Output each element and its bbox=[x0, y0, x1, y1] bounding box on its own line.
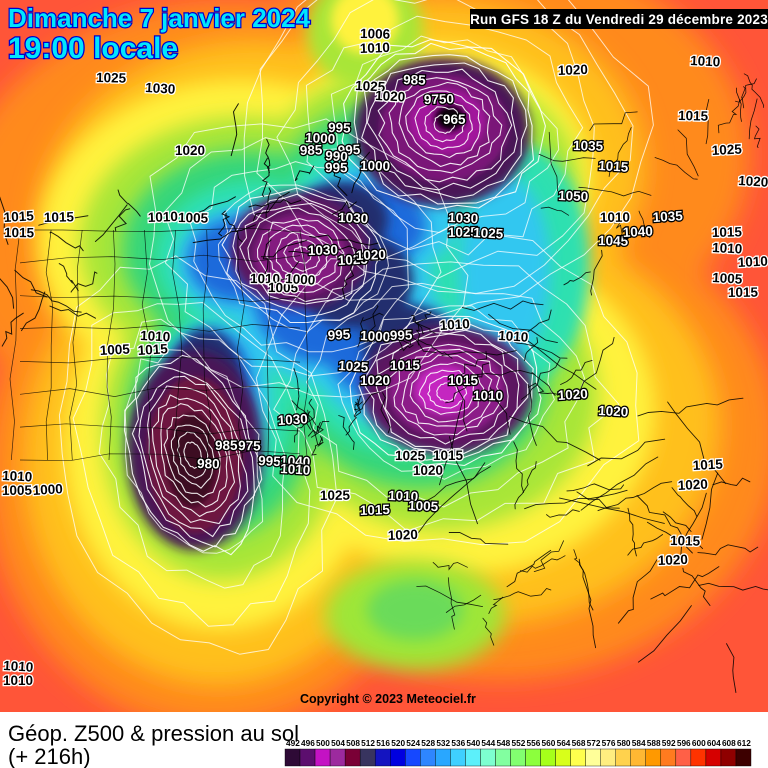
svg-text:1010: 1010 bbox=[737, 254, 768, 270]
svg-text:995: 995 bbox=[327, 327, 351, 343]
svg-text:1010: 1010 bbox=[3, 673, 33, 688]
svg-text:1010: 1010 bbox=[148, 209, 179, 225]
svg-text:1005: 1005 bbox=[2, 483, 33, 498]
svg-text:1020: 1020 bbox=[677, 477, 708, 493]
svg-text:1015: 1015 bbox=[448, 373, 479, 388]
svg-text:1020: 1020 bbox=[356, 247, 387, 263]
svg-text:1025: 1025 bbox=[473, 225, 504, 241]
svg-text:1020: 1020 bbox=[738, 173, 768, 190]
svg-text:1020: 1020 bbox=[598, 403, 629, 419]
svg-text:1015: 1015 bbox=[360, 502, 391, 518]
svg-text:1000: 1000 bbox=[360, 158, 390, 174]
svg-text:1025: 1025 bbox=[711, 142, 742, 158]
svg-text:985: 985 bbox=[215, 438, 238, 453]
svg-text:1015: 1015 bbox=[670, 533, 701, 549]
svg-text:1010: 1010 bbox=[439, 316, 470, 333]
svg-text:1025: 1025 bbox=[395, 448, 426, 463]
svg-text:1020: 1020 bbox=[360, 373, 390, 388]
svg-text:1010: 1010 bbox=[280, 461, 311, 478]
svg-text:1030: 1030 bbox=[308, 242, 338, 258]
svg-text:975: 975 bbox=[238, 438, 261, 454]
svg-text:965: 965 bbox=[443, 112, 466, 127]
svg-text:1010: 1010 bbox=[600, 210, 630, 225]
svg-text:1035: 1035 bbox=[652, 208, 683, 225]
svg-text:1015: 1015 bbox=[390, 358, 421, 373]
svg-text:1030: 1030 bbox=[277, 411, 308, 428]
svg-text:985: 985 bbox=[300, 142, 324, 158]
svg-text:1010: 1010 bbox=[473, 388, 503, 403]
svg-text:1030: 1030 bbox=[145, 80, 176, 97]
svg-text:1015: 1015 bbox=[692, 457, 723, 473]
svg-text:1020: 1020 bbox=[175, 143, 205, 158]
svg-text:1010: 1010 bbox=[498, 328, 529, 345]
svg-text:1010: 1010 bbox=[690, 53, 721, 69]
svg-text:985: 985 bbox=[403, 72, 427, 88]
svg-text:1015: 1015 bbox=[4, 225, 35, 240]
svg-text:1000: 1000 bbox=[360, 328, 391, 344]
svg-text:1050: 1050 bbox=[558, 188, 589, 204]
svg-text:1005: 1005 bbox=[99, 342, 130, 358]
svg-text:1010: 1010 bbox=[360, 40, 391, 56]
svg-text:1020: 1020 bbox=[388, 527, 419, 543]
svg-text:1035: 1035 bbox=[573, 138, 604, 154]
svg-text:980: 980 bbox=[197, 456, 220, 472]
svg-text:1020: 1020 bbox=[658, 552, 689, 568]
svg-text:1015: 1015 bbox=[44, 209, 75, 225]
svg-text:1015: 1015 bbox=[433, 448, 464, 463]
svg-text:995: 995 bbox=[325, 160, 348, 175]
svg-text:1005: 1005 bbox=[178, 210, 209, 226]
svg-text:1020: 1020 bbox=[557, 386, 588, 403]
svg-text:1010: 1010 bbox=[712, 240, 743, 256]
svg-text:1015: 1015 bbox=[678, 108, 709, 124]
svg-text:1005: 1005 bbox=[408, 498, 439, 514]
svg-text:1000: 1000 bbox=[32, 481, 63, 498]
svg-text:1020: 1020 bbox=[413, 463, 443, 478]
svg-text:1025: 1025 bbox=[320, 488, 351, 503]
svg-text:1020: 1020 bbox=[558, 62, 589, 78]
svg-text:995: 995 bbox=[258, 453, 282, 469]
svg-text:1015: 1015 bbox=[3, 208, 34, 225]
svg-text:1025: 1025 bbox=[96, 70, 127, 86]
svg-text:1030: 1030 bbox=[338, 210, 369, 226]
svg-text:9750: 9750 bbox=[424, 91, 454, 107]
svg-text:1015: 1015 bbox=[137, 341, 168, 358]
svg-text:1015: 1015 bbox=[598, 158, 629, 175]
svg-text:1015: 1015 bbox=[728, 285, 759, 300]
svg-text:995: 995 bbox=[390, 327, 413, 343]
svg-text:1020: 1020 bbox=[375, 88, 406, 104]
svg-text:1040: 1040 bbox=[622, 224, 653, 240]
svg-text:1015: 1015 bbox=[712, 224, 743, 240]
svg-text:1000: 1000 bbox=[285, 271, 316, 288]
